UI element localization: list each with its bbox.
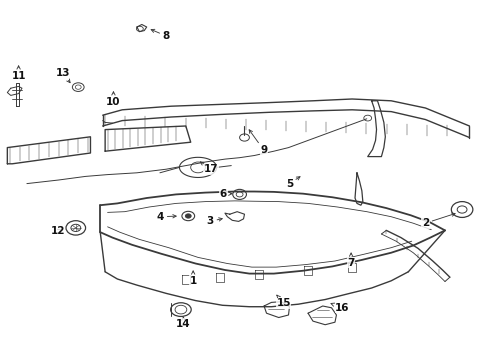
Text: 7: 7 (346, 253, 354, 268)
Circle shape (185, 214, 191, 218)
Text: 14: 14 (176, 317, 190, 329)
Text: 13: 13 (55, 68, 70, 83)
Text: 5: 5 (285, 177, 300, 189)
Text: 4: 4 (156, 212, 176, 222)
Text: 9: 9 (249, 130, 267, 156)
Text: 1: 1 (189, 271, 196, 286)
Text: 17: 17 (200, 162, 218, 174)
Text: 8: 8 (151, 29, 169, 41)
Text: 6: 6 (220, 189, 231, 199)
Text: 10: 10 (106, 92, 121, 107)
Text: 12: 12 (50, 226, 65, 236)
Text: 16: 16 (330, 303, 349, 313)
Text: 3: 3 (206, 216, 222, 226)
Text: 15: 15 (276, 295, 290, 308)
Text: 11: 11 (11, 66, 26, 81)
Text: 2: 2 (421, 213, 454, 228)
